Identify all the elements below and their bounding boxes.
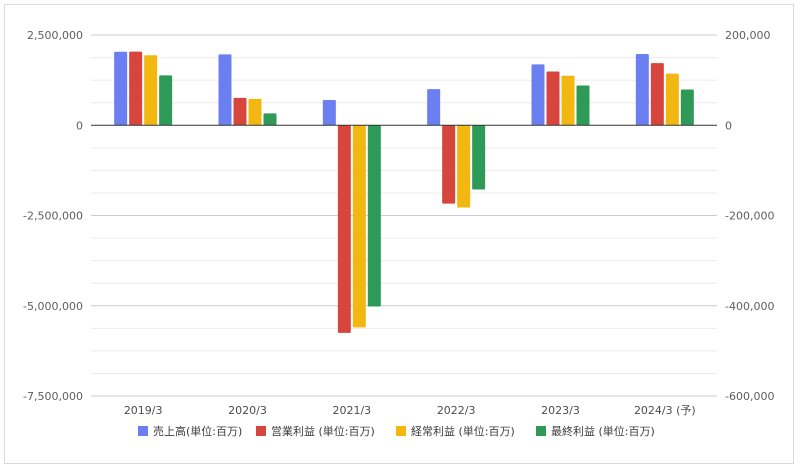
bar-series-3-cat-5[interactable] bbox=[680, 89, 694, 126]
y-left-tick-label: -7,500,000 bbox=[23, 390, 83, 403]
bar-series-0-cat-5[interactable] bbox=[635, 53, 649, 126]
bar-series-3-cat-2[interactable] bbox=[367, 125, 381, 307]
legend-item-1[interactable]: 営業利益 (単位:百万) bbox=[256, 424, 375, 438]
y-left-tick-label: 2,500,000 bbox=[27, 29, 83, 42]
bar-series-2-cat-5[interactable] bbox=[665, 73, 679, 126]
axis-layer: 2,500,000 0 -2,500,000 -5,000,000 -7,500,000… bbox=[23, 29, 774, 417]
x-category-label: 2022/3 bbox=[437, 404, 476, 417]
bar-series-0-cat-2[interactable] bbox=[322, 99, 336, 126]
bar-series-2-cat-1[interactable] bbox=[248, 98, 262, 126]
y-right-tick-label: -200,000 bbox=[725, 210, 774, 223]
x-category-label: 2021/3 bbox=[332, 404, 371, 417]
legend-label: 売上高(単位:百万) bbox=[153, 424, 242, 438]
bar-series-1-cat-1[interactable] bbox=[233, 97, 247, 126]
legend: 売上高(単位:百万) 営業利益 (単位:百万) 経常利益 (単位:百万) 最終利益 (… bbox=[138, 424, 655, 438]
legend-swatch bbox=[138, 426, 148, 436]
y-left-tick-label: -2,500,000 bbox=[23, 210, 83, 223]
bar-series-0-cat-3[interactable] bbox=[427, 89, 441, 126]
bar-series-1-cat-3[interactable] bbox=[442, 125, 456, 204]
y-right-tick-label: 200,000 bbox=[725, 29, 771, 42]
y-left-tick-label: -5,000,000 bbox=[23, 300, 83, 313]
bar-series-1-cat-4[interactable] bbox=[546, 71, 560, 126]
legend-swatch bbox=[536, 426, 546, 436]
legend-item-0[interactable]: 売上高(単位:百万) bbox=[138, 424, 242, 438]
legend-swatch bbox=[396, 426, 406, 436]
legend-label: 営業利益 (単位:百万) bbox=[271, 424, 375, 438]
x-category-label: 2019/3 bbox=[124, 404, 163, 417]
bar-series-0-cat-1[interactable] bbox=[218, 54, 232, 126]
bar-series-1-cat-5[interactable] bbox=[650, 63, 664, 126]
bar-series-2-cat-2[interactable] bbox=[352, 125, 366, 328]
chart-frame: 2,500,000 0 -2,500,000 -5,000,000 -7,500,000… bbox=[4, 4, 794, 464]
y-right-tick-label: -600,000 bbox=[725, 390, 774, 403]
x-category-label: 2024/3 (予) bbox=[634, 404, 696, 417]
y-right-tick-label: -400,000 bbox=[725, 300, 774, 313]
bar-series-1-cat-0[interactable] bbox=[129, 51, 143, 126]
legend-swatch bbox=[256, 426, 266, 436]
bar-series-3-cat-4[interactable] bbox=[576, 85, 590, 126]
bar-series-0-cat-4[interactable] bbox=[531, 64, 545, 126]
bar-series-2-cat-3[interactable] bbox=[457, 125, 471, 208]
legend-label: 最終利益 (単位:百万) bbox=[551, 424, 655, 438]
legend-item-3[interactable]: 最終利益 (単位:百万) bbox=[536, 424, 655, 438]
bar-series-3-cat-0[interactable] bbox=[159, 75, 173, 126]
combo-bar-chart: 2,500,000 0 -2,500,000 -5,000,000 -7,500,000… bbox=[23, 29, 774, 438]
legend-item-2[interactable]: 経常利益 (単位:百万) bbox=[396, 424, 515, 438]
bar-series-3-cat-3[interactable] bbox=[472, 125, 486, 190]
bars-layer bbox=[114, 51, 694, 333]
bar-series-2-cat-0[interactable] bbox=[144, 55, 158, 126]
bar-series-1-cat-2[interactable] bbox=[337, 125, 351, 333]
x-category-label: 2023/3 bbox=[541, 404, 580, 417]
grid-layer bbox=[91, 34, 717, 397]
bar-series-2-cat-4[interactable] bbox=[561, 75, 575, 126]
bar-series-0-cat-0[interactable] bbox=[114, 51, 128, 126]
x-category-label: 2020/3 bbox=[228, 404, 267, 417]
bar-series-3-cat-1[interactable] bbox=[263, 113, 277, 126]
y-right-tick-label: 0 bbox=[725, 119, 732, 132]
y-left-tick-label: 0 bbox=[76, 119, 83, 132]
legend-label: 経常利益 (単位:百万) bbox=[411, 424, 515, 438]
